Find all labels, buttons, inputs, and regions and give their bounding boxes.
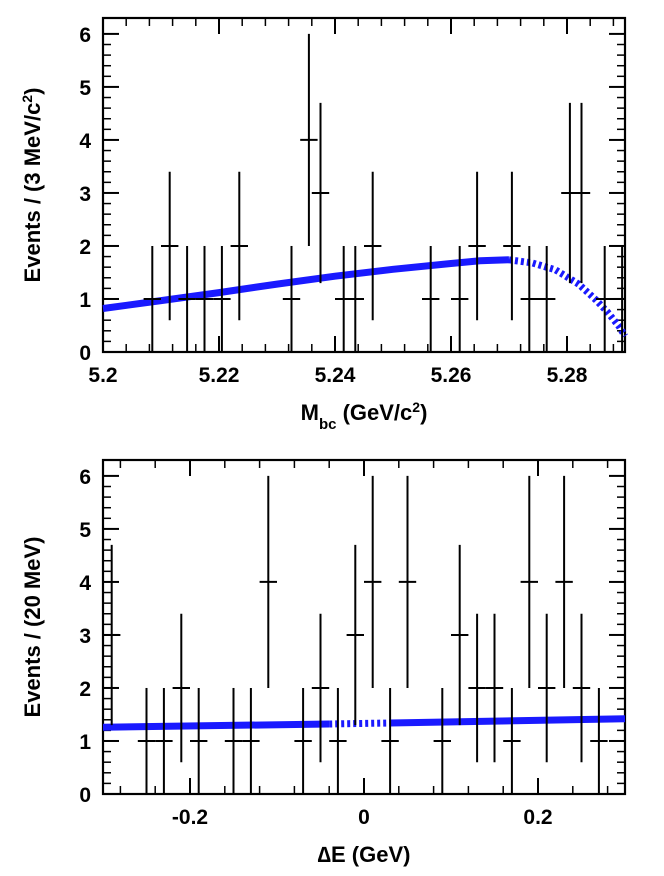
chart-mbc: 0 1 2 3 4 5 6 5.2 5.22 5.24 5.26 5.28 Events / (3 Me… <box>19 16 628 433</box>
data-point <box>195 245 214 352</box>
data-point <box>433 687 451 794</box>
y-tick-label: 2 <box>79 678 91 701</box>
y-axis-title-part: Events / (3 MeV/c <box>20 103 45 283</box>
data-point <box>143 245 161 352</box>
y-tick-label: 0 <box>79 342 91 365</box>
y-tick-label: 6 <box>79 24 91 47</box>
data-point <box>311 613 330 763</box>
x-axis-title-part: 2 <box>412 399 420 415</box>
y-axis-title-part: 2 <box>19 95 35 103</box>
x-tick-label: 5.24 <box>315 364 356 387</box>
data-point <box>161 171 179 321</box>
data-point <box>224 687 243 794</box>
y-tick-label: 5 <box>79 519 91 542</box>
data-point <box>468 613 486 763</box>
y-axis-title: Events / (3 MeV/c2) <box>19 88 45 283</box>
data-point <box>364 171 382 321</box>
data-point <box>311 102 330 284</box>
data-point <box>468 171 486 321</box>
x-tick-label: 5.22 <box>199 364 240 387</box>
y-tick-label: 1 <box>79 731 91 754</box>
data-point <box>178 245 196 352</box>
y-axis-title: Events / (20 MeV) <box>20 537 45 718</box>
x-axis-title: Mbc (GeV/c2) <box>301 399 428 433</box>
plot-frame <box>101 16 627 354</box>
y-tick-label: 1 <box>79 289 91 312</box>
data-point <box>381 687 399 794</box>
data-point <box>364 475 382 688</box>
y-tick-label: 4 <box>79 572 91 595</box>
data-point <box>613 245 625 352</box>
y-tick-label: 6 <box>79 466 91 489</box>
x-axis-title-part: ∆E (GeV) <box>318 842 411 867</box>
data-point <box>282 245 301 352</box>
data-point <box>329 687 347 794</box>
y-tick-label: 4 <box>79 130 91 153</box>
data-point <box>572 613 591 763</box>
data-point <box>300 33 318 246</box>
x-tick-label: 5.28 <box>547 364 588 387</box>
x-tick-label: 5.2 <box>88 364 117 387</box>
data-point <box>503 687 521 794</box>
x-tick-label: -0.2 <box>172 806 208 829</box>
data-point <box>346 544 364 726</box>
data-point <box>538 613 556 763</box>
x-tick-label: 5.26 <box>431 364 472 387</box>
y-tick-label: 5 <box>79 77 91 100</box>
data-point <box>155 687 173 794</box>
data-point <box>137 687 156 794</box>
data-point <box>294 687 312 794</box>
data-point <box>538 245 556 352</box>
data-point <box>572 102 591 284</box>
data-point <box>520 245 538 352</box>
x-tick-label: 0 <box>358 806 370 829</box>
x-axis-title-part: ) <box>420 400 427 425</box>
data-point <box>596 245 614 352</box>
data-point <box>213 245 231 352</box>
data-point <box>451 544 469 726</box>
data-point <box>346 245 364 352</box>
chart-de: 0 1 2 3 4 5 6 -0.2 0 0.2 Events / (20 MeV) ∆E (GeV) <box>20 458 627 867</box>
data-point <box>555 475 573 688</box>
x-axis-title-part: bc <box>319 416 337 433</box>
data-point <box>485 613 504 763</box>
y-tick-label: 3 <box>79 183 91 206</box>
y-tick-label: 2 <box>79 236 91 259</box>
x-axis-title-part: M <box>301 400 319 425</box>
fit-curve <box>102 256 510 312</box>
fit-curve <box>390 715 626 727</box>
y-tick-label: 0 <box>79 784 91 807</box>
data-point <box>190 687 208 794</box>
fit-curve-dashed <box>508 256 628 338</box>
data-point <box>230 171 248 321</box>
data-point <box>242 687 260 794</box>
x-tick-label: 0.2 <box>523 806 552 829</box>
data-point <box>259 475 277 688</box>
y-axis-title-part: Events / (20 MeV) <box>20 537 45 718</box>
data-point <box>398 475 417 688</box>
fit-curve-dashed <box>329 719 391 728</box>
data-point <box>451 245 469 352</box>
y-tick-label: 3 <box>79 625 91 648</box>
data-point <box>503 171 521 321</box>
data-point <box>422 245 440 352</box>
data-point <box>520 475 538 688</box>
data-point <box>172 613 190 763</box>
fit-curve <box>102 720 330 731</box>
x-axis-title-part: (GeV/c <box>336 400 412 425</box>
data-point <box>590 687 608 794</box>
x-axis-title: ∆E (GeV) <box>318 842 411 867</box>
y-axis-title-part: ) <box>20 88 45 95</box>
data-point <box>103 544 121 726</box>
